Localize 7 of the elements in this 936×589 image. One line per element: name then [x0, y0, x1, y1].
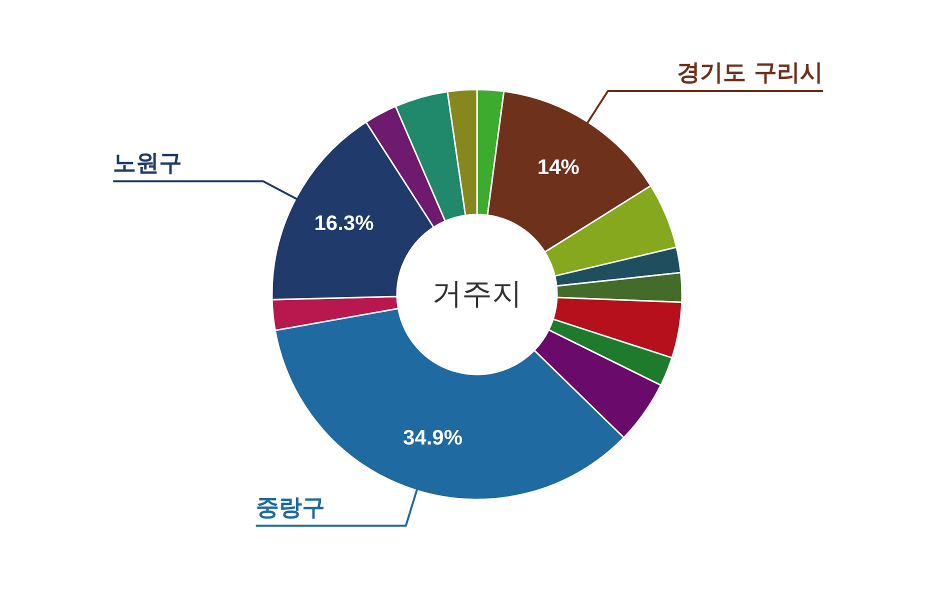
text: 거주지 — [432, 276, 522, 312]
data-label: 16.3% — [314, 212, 374, 236]
slice-label: 노원구 — [113, 150, 182, 176]
data-label: 34.9% — [402, 426, 463, 450]
slice-label: 경기도 구리시 — [676, 60, 823, 86]
data-label: 14% — [537, 156, 580, 179]
slice-label: 중랑구 — [256, 494, 325, 521]
